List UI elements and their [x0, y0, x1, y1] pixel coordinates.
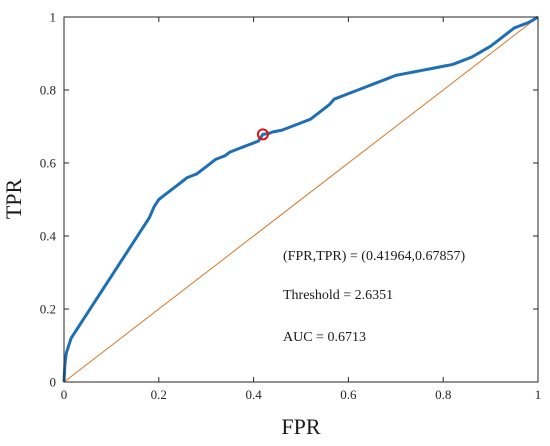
y-tick-label: 0 — [50, 375, 57, 390]
axes-frame — [63, 16, 539, 383]
series-layer — [62, 15, 539, 383]
operating-point-marker — [256, 128, 269, 141]
y-tick-label: 1 — [50, 10, 57, 25]
x-tick-label: 0.6 — [340, 387, 357, 402]
roc-curve-line — [62, 15, 539, 383]
x-tick-label: 0 — [61, 387, 68, 402]
annotation-fpr-tpr: (FPR,TPR) = (0.41964,0.67857) — [283, 249, 465, 264]
annotation-auc: AUC = 0.6713 — [283, 330, 366, 345]
x-tick-label: 0.8 — [435, 387, 451, 402]
y-tick-label: 0.4 — [40, 229, 57, 244]
x-tick-label: 0.2 — [151, 387, 167, 402]
y-tick-label: 0.6 — [40, 156, 57, 171]
x-tick-label: 0.4 — [245, 387, 262, 402]
annotation-threshold: Threshold = 2.6351 — [283, 288, 393, 303]
ticks-layer: 0 0.2 0.4 0.6 0.8 1 0 0.2 0.4 0.6 0.8 1 — [40, 10, 542, 403]
y-tick-label: 0.2 — [40, 302, 56, 317]
x-axis-label: FPR — [281, 414, 320, 439]
y-axis-label: TPR — [1, 179, 26, 220]
labels-layer: FPR TPR (FPR,TPR) = (0.41964,0.67857) Th… — [1, 179, 465, 439]
chance-diagonal-line — [63, 16, 539, 383]
y-tick-label: 0.8 — [40, 83, 56, 98]
x-tick-label: 1 — [535, 387, 542, 402]
